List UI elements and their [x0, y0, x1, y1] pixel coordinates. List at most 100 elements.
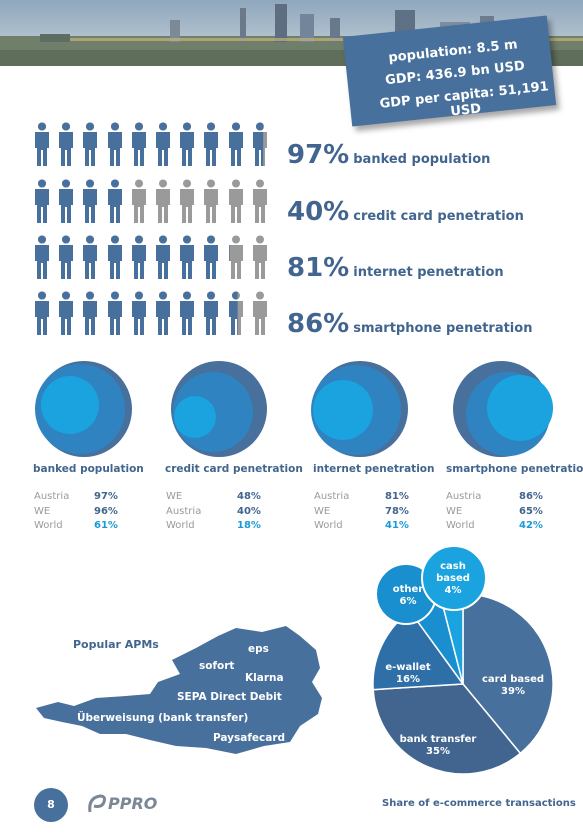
ppro-logo-icon — [88, 794, 106, 813]
apm-eps: eps — [248, 643, 269, 655]
region-label: Austria — [166, 505, 202, 517]
slice-label-card-based: card based 39% — [478, 674, 548, 698]
apm-paysafecard: Paysafecard — [213, 732, 286, 744]
person-icon — [59, 179, 74, 223]
smartphone-pct: 86% — [287, 309, 350, 339]
compare-row: Austria 40% — [166, 505, 276, 520]
person-icon — [204, 235, 219, 279]
region-label: Austria — [446, 491, 482, 502]
region-value: 86% — [519, 491, 543, 502]
compare-row: World 18% — [166, 519, 276, 534]
slice-name: cash based — [436, 561, 470, 584]
slice-value: 6% — [399, 596, 417, 607]
slice-value: 39% — [501, 686, 525, 697]
pie-slice-card-based — [462, 593, 554, 755]
person-icon — [156, 291, 170, 335]
region-label: World — [446, 520, 475, 531]
credit-pct: 40% — [287, 197, 350, 227]
credit-pct-line: 40% credit card penetration — [287, 197, 524, 227]
compare-row: Austria 97% — [34, 490, 144, 505]
ppro-logo-text: PPRO — [108, 794, 158, 813]
region-value: 96% — [94, 505, 118, 517]
ecommerce-share-pie — [372, 545, 554, 775]
person-icon — [228, 179, 243, 223]
credit-compare-title: credit card penetration — [165, 463, 303, 475]
person-icon — [156, 122, 170, 166]
person-icon — [35, 291, 49, 335]
region-label: WE — [314, 505, 331, 517]
person-icon — [252, 122, 267, 166]
compare-row: World 41% — [314, 519, 424, 534]
person-icon — [156, 235, 170, 279]
smartphone-label: smartphone penetration — [353, 321, 533, 336]
compare-row: World 61% — [34, 519, 144, 534]
person-icon — [107, 179, 122, 223]
region-value: 61% — [94, 520, 118, 531]
region-label: World — [166, 520, 195, 531]
page-number: 8 — [34, 788, 68, 822]
person-icon — [107, 122, 122, 166]
slice-name: e-wallet — [385, 662, 431, 673]
region-value: 42% — [519, 520, 543, 531]
credit-circle — [171, 361, 267, 457]
region-label: WE — [166, 491, 183, 502]
smartphone-compare-table: Austria 86% WE 65% World 42% — [446, 490, 556, 534]
smartphone-circle — [453, 361, 553, 457]
person-icon — [131, 235, 146, 279]
person-icon — [35, 179, 49, 223]
compare-row: World 42% — [446, 519, 556, 534]
apms-title: Popular APMs — [73, 638, 159, 651]
apm-klarna: Klarna — [245, 672, 284, 684]
person-icon — [59, 122, 74, 166]
internet-pct-line: 81% internet penetration — [287, 253, 504, 283]
compare-row: WE 78% — [314, 505, 424, 520]
slice-label-bank-transfer: bank transfer 35% — [398, 734, 478, 758]
region-value: 40% — [237, 505, 261, 517]
smartphone-compare-title: smartphone penetration — [446, 463, 583, 475]
person-icon — [131, 291, 146, 335]
person-icon — [107, 235, 122, 279]
person-icon — [59, 235, 74, 279]
slice-label-e-wallet: e-wallet 16% — [380, 662, 436, 686]
slice-value: 16% — [396, 674, 420, 685]
region-value: 18% — [237, 520, 261, 531]
region-label: World — [34, 520, 63, 531]
internet-circle — [311, 361, 408, 457]
person-icon — [35, 122, 49, 166]
region-label: World — [314, 520, 343, 531]
compare-row: WE 65% — [446, 505, 556, 520]
person-icon — [180, 179, 195, 223]
banked-label: banked population — [353, 152, 491, 167]
cash-based-bubble — [421, 545, 487, 611]
slice-value: 35% — [426, 746, 450, 757]
slice-name: card based — [481, 674, 545, 685]
region-value: 78% — [385, 505, 409, 517]
person-icon — [131, 179, 146, 223]
slice-label-cash-based: cash based 4% — [430, 561, 476, 597]
comparison-circles — [35, 361, 553, 457]
person-icon — [252, 235, 267, 279]
banked-circle — [35, 361, 132, 457]
person-icon — [204, 291, 219, 335]
person-icon — [83, 235, 98, 279]
chart-title: Share of e-commerce transactions — [382, 798, 576, 809]
banked-compare-title: banked population — [33, 463, 144, 475]
region-label: WE — [446, 505, 463, 517]
internet-compare-title: internet penetration — [313, 463, 435, 475]
slice-name: bank transfer — [399, 734, 477, 745]
compare-row: Austria 81% — [314, 490, 424, 505]
banked-pct-line: 97% banked population — [287, 140, 490, 170]
person-icon — [83, 179, 98, 223]
credit-compare-table: WE 48% Austria 40% World 18% — [166, 490, 276, 534]
internet-label: internet penetration — [353, 265, 504, 280]
banked-pct: 97% — [287, 140, 350, 170]
compare-row: Austria 86% — [446, 490, 556, 505]
compare-row: WE 96% — [34, 505, 144, 520]
region-value: 41% — [385, 520, 409, 531]
compare-row: WE 48% — [166, 490, 276, 505]
person-icon — [180, 122, 195, 166]
slice-value: 4% — [444, 585, 462, 596]
person-icon — [59, 291, 74, 335]
apm-sepa: SEPA Direct Debit — [177, 691, 282, 703]
credit-label: credit card penetration — [353, 209, 524, 224]
